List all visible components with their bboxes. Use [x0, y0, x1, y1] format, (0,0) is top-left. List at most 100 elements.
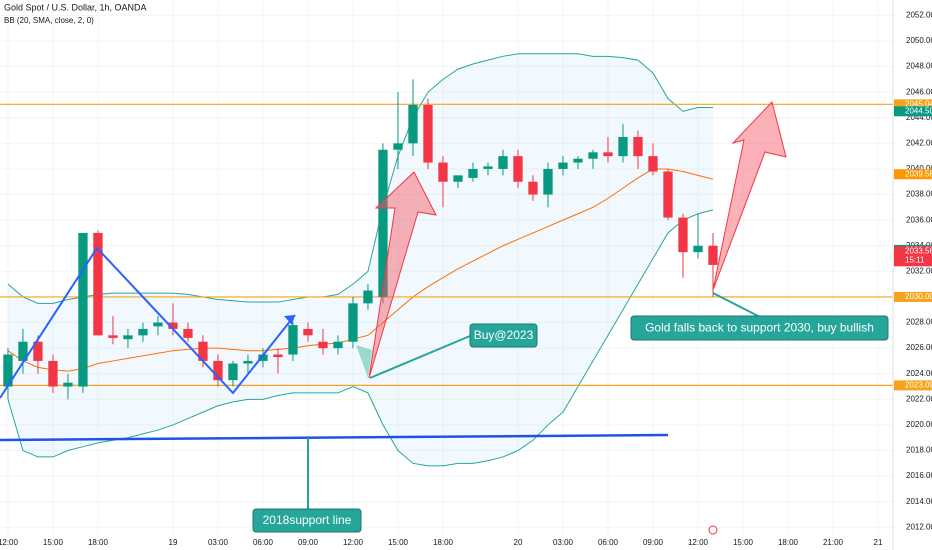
support-line [0, 433, 669, 442]
candle-body [318, 341, 328, 349]
price-tag [894, 99, 932, 110]
x-tick-label: 03:00 [208, 538, 229, 547]
y-tick-label: 2038.000 [906, 190, 932, 199]
price-tag-label: 2023.090 [905, 380, 932, 389]
x-tick-label: 06:00 [598, 538, 619, 547]
candle-body [78, 232, 88, 387]
y-tick-label: 2032.000 [906, 266, 932, 275]
y-tick-label: 2036.000 [906, 215, 932, 224]
price-tag-label: 2044.502 [905, 106, 932, 115]
candle-body [513, 156, 523, 182]
plot-area [0, 0, 893, 535]
bull-arrow [368, 171, 437, 379]
bull-arrow [712, 100, 787, 291]
y-tick-label: 2042.000 [906, 138, 932, 147]
candle-body [693, 245, 703, 253]
x-tick-label: 12:00 [343, 538, 364, 547]
candle-body [303, 328, 313, 336]
candle-body [288, 325, 298, 355]
y-tick-label: 2014.000 [906, 497, 932, 506]
note-box [252, 508, 362, 533]
candle-body [168, 322, 178, 329]
candle-body [468, 168, 478, 178]
band-fill [7, 53, 713, 466]
candle-body [588, 152, 598, 159]
candle-body [198, 341, 208, 361]
y-tick-label: 2048.000 [906, 62, 932, 71]
y-tick-label: 2026.000 [906, 343, 932, 352]
y-tick-label: 2046.000 [906, 87, 932, 96]
note-box [469, 323, 538, 348]
x-tick-label: 18:00 [88, 538, 109, 547]
candle-body [333, 341, 343, 349]
y-tick-label: 2022.000 [906, 394, 932, 403]
candle-body [228, 363, 238, 381]
price-tag [894, 106, 932, 117]
candle-body [183, 328, 193, 338]
x-tick-label: 15:00 [43, 538, 64, 547]
note-box [630, 315, 889, 341]
note-text: Gold falls back to support 2030, buy bul… [645, 321, 874, 335]
price-tag-label: 2030.000 [905, 292, 932, 301]
candle-body [648, 156, 658, 172]
band-line [7, 53, 713, 304]
callout-line [369, 335, 471, 379]
indicator-label: BB (20, SMA, close, 2, 0) [4, 16, 94, 25]
x-tick-label: 12:00 [688, 538, 709, 547]
candle-body [573, 158, 583, 163]
price-tag [894, 169, 932, 180]
candle-body [528, 181, 538, 195]
candle-body [543, 168, 553, 195]
candle-body [498, 156, 508, 169]
x-tick-label: 15:00 [733, 538, 754, 547]
x-tick-label: 20 [514, 538, 523, 547]
price-tag [894, 291, 932, 302]
callout-line [712, 292, 761, 318]
arrow-head [284, 315, 295, 325]
y-tick-label: 2052.000 [906, 10, 932, 19]
candle-body [93, 232, 103, 336]
candle-body [63, 382, 73, 387]
candle-body [243, 360, 253, 364]
x-tick-label: 21:00 [823, 538, 844, 547]
candle-body [108, 335, 118, 338]
y-tick-label: 2040.000 [906, 164, 932, 173]
candle-body [438, 162, 448, 182]
candle-body [258, 354, 268, 361]
x-tick-label: 06:00 [253, 538, 274, 547]
candle-body [408, 104, 418, 144]
zigzag-line [0, 246, 296, 399]
candle-body [363, 290, 373, 304]
band-line [7, 168, 714, 372]
candle-body [123, 335, 133, 340]
candle-body [153, 322, 163, 327]
price-tag-label: 2045.049 [905, 99, 932, 108]
x-tick-label: 09:00 [643, 538, 664, 547]
x-tick-label: 18:00 [778, 538, 799, 547]
candle-body [273, 354, 283, 358]
candle-body [378, 149, 388, 297]
drawings: Buy@2023 Gold falls back to support 2030… [0, 100, 889, 535]
countdown: 15:11 [905, 255, 925, 264]
x-tick-label: 15:00 [388, 538, 409, 547]
candle-body [393, 143, 403, 150]
candle-body [663, 171, 673, 218]
y-tick-label: 2028.000 [906, 318, 932, 327]
x-tick-label: 12:00 [0, 538, 19, 547]
candle-body [3, 354, 13, 387]
x-tick-label: 03:00 [553, 538, 574, 547]
clock-icon [708, 525, 718, 535]
candle-body [633, 136, 643, 157]
y-tick-label: 2018.000 [906, 446, 932, 455]
candle-body [213, 360, 223, 381]
candle-body [33, 341, 43, 361]
y-tick-label: 2024.000 [906, 369, 932, 378]
candle-body [453, 175, 463, 182]
y-tick-label: 2016.000 [906, 471, 932, 480]
x-tick-label: 19 [169, 538, 178, 547]
chart-title: Gold Spot / U.S. Dollar, 1h, OANDA [4, 2, 147, 12]
candle-body [618, 136, 628, 157]
candle-body [48, 360, 58, 387]
